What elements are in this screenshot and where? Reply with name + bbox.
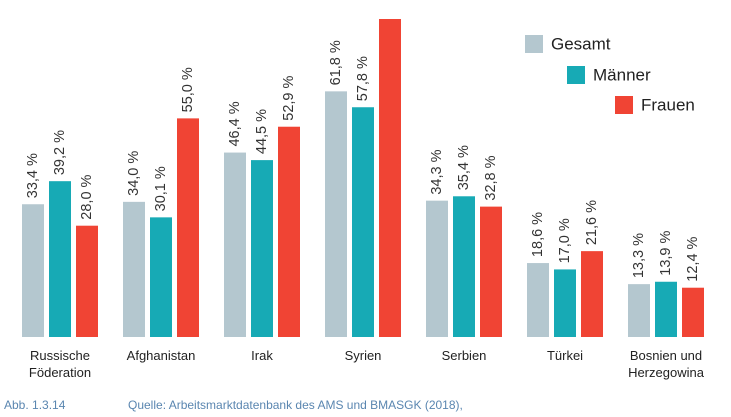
bar [554,269,576,337]
value-label: 17,0 % [557,218,573,263]
value-label: 34,0 % [126,151,142,196]
bar [426,200,448,337]
bar [581,251,603,337]
bar [224,152,246,337]
bar [527,263,549,337]
x-tick-label: Serbien [441,348,487,363]
legend-label: Frauen [641,95,695,114]
value-label: 35,4 % [456,145,472,190]
bar [177,118,199,337]
value-label: 12,4 % [685,236,701,281]
value-label: 28,0 % [79,174,95,219]
x-tick-label: Russische Föderation [28,348,92,380]
legend-swatch [567,66,585,84]
value-label: 34,3 % [429,149,445,194]
bar [453,196,475,337]
value-label: 30,1 % [153,166,169,211]
legend-swatch [615,96,633,114]
bar [480,206,502,337]
value-label: 55,0 % [180,67,196,112]
bar [682,287,704,337]
value-label: 39,2 % [52,130,68,175]
bar [150,217,172,337]
bar [123,201,145,337]
bar [379,19,401,337]
x-tick-label: Syrien [344,348,382,363]
x-tick-label: Bosnien und Herzegowina [628,348,704,380]
source: Quelle: Arbeitsmarktdatenbank des AMS un… [128,398,463,412]
value-label: 52,9 % [281,75,297,120]
value-label: 46,4 % [227,101,243,146]
bar [278,126,300,337]
value-label: 13,3 % [631,233,647,278]
legend-label: Männer [593,65,651,84]
bar [352,107,374,338]
bar [325,91,347,337]
bar [22,204,44,337]
bar [655,281,677,337]
x-tick-label: Irak [251,348,273,363]
value-label: 44,5 % [254,109,270,154]
bar [628,284,650,337]
x-tick-label: Türkei [546,348,584,363]
bar [76,225,98,337]
bar [251,160,273,337]
value-label: 32,8 % [483,155,499,200]
bar [49,181,71,337]
value-label: 61,8 % [328,40,344,85]
value-label: 13,9 % [658,230,674,275]
figure-label: Abb. 1.3.14 [4,398,66,412]
legend-swatch [525,35,543,53]
value-label: 21,6 % [584,200,600,245]
value-label: 57,8 % [355,56,371,101]
x-tick-label: Afghanistan [126,348,196,363]
value-label: 33,4 % [25,153,41,198]
legend-label: Gesamt [551,34,611,53]
value-label: 18,6 % [530,212,546,257]
